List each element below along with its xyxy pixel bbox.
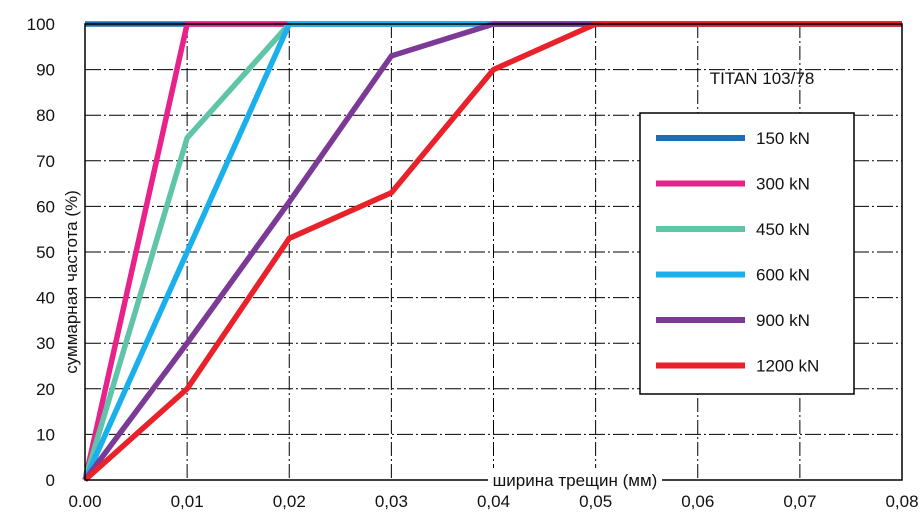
x-tick-label: 0,08 [885,492,918,511]
x-tick-label: 0,02 [273,492,306,511]
x-tick-label: 0,01 [171,492,204,511]
x-tick-label: 0,04 [477,492,510,511]
legend-box [639,112,855,395]
x-axis-label: ширина трещин (мм) [493,471,658,490]
legend-label: 450 kN [756,220,810,239]
y-tick-label: 50 [36,243,55,262]
x-tick-label: 0,07 [783,492,816,511]
x-tick-label: 0,05 [579,492,612,511]
y-tick-label: 20 [36,380,55,399]
y-axis-label: суммарная частота (%) [62,190,81,374]
legend-label: 1200 kN [756,357,819,376]
x-axis-label-background [488,468,662,490]
y-tick-label: 70 [36,152,55,171]
legend-label: 300 kN [756,175,810,194]
y-tick-label: 100 [27,15,55,34]
y-tick-label: 80 [36,106,55,125]
legend: 150 kN 300 kN 450 kN 600 kN 900 kN 1200 kN [639,112,855,395]
y-tick-label: 60 [36,197,55,216]
x-tick-label: 0.00 [68,492,101,511]
y-tick-labels: 0 10 20 30 40 50 60 70 80 90 100 [27,15,55,490]
chart-annotation: TITAN 103/78 [710,69,815,88]
y-tick-label: 10 [36,425,55,444]
x-tick-label: 0,03 [375,492,408,511]
y-tick-label: 30 [36,334,55,353]
legend-label: 600 kN [756,266,810,285]
x-tick-labels: 0.00 0,01 0,02 0,03 0,04 0,05 0,06 0,07 0,08 [68,492,918,511]
legend-label: 150 kN [756,129,810,148]
x-tick-label: 0,06 [681,492,714,511]
legend-label: 900 kN [756,311,810,330]
y-tick-label: 90 [36,61,55,80]
y-tick-label: 40 [36,289,55,308]
y-tick-label: 0 [46,471,55,490]
